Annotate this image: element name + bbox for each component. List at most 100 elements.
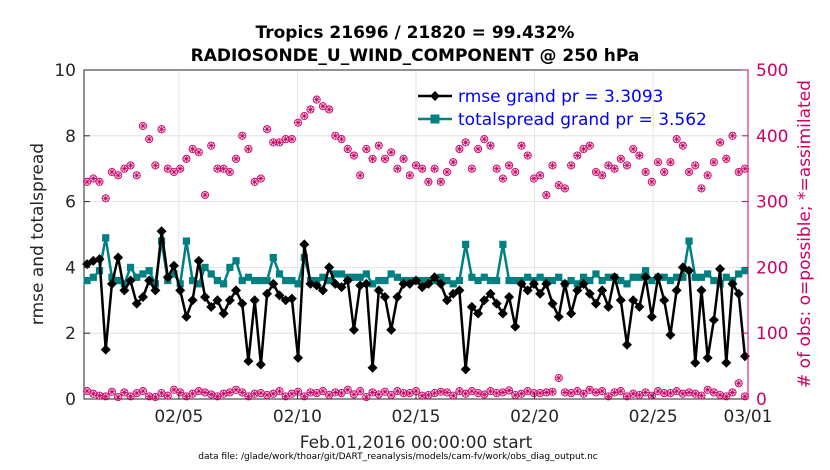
obs-possible-point <box>238 388 247 397</box>
obs-assimilated-point <box>493 165 500 172</box>
rmse-point <box>131 298 142 309</box>
rmse-point <box>733 288 744 299</box>
obs-assimilated-point <box>642 168 649 175</box>
obs-possible-point <box>126 392 135 401</box>
obs-assimilated-point <box>617 388 624 395</box>
obs-possible-point <box>194 387 203 396</box>
obs-possible-point <box>300 112 309 121</box>
obs-possible-point <box>393 164 402 173</box>
obs-possible-point <box>505 161 514 170</box>
obs-possible-point <box>107 167 116 177</box>
obs-possible-point <box>666 389 675 398</box>
obs-assimilated-point <box>96 178 103 185</box>
obs-assimilated-point <box>326 106 333 113</box>
rmse-point <box>224 295 235 306</box>
rmse-point <box>293 352 304 363</box>
obs-possible-point <box>548 161 557 170</box>
totalspread-point <box>691 273 699 281</box>
obs-possible-point <box>194 148 203 157</box>
totalspread-point <box>393 273 401 281</box>
obs-assimilated-point <box>288 136 295 143</box>
legend: rmse grand pr = 3.3093 totalspread grand… <box>418 87 707 130</box>
obs-possible-point <box>461 138 470 147</box>
obs-possible-point <box>387 148 396 157</box>
obs-possible-point <box>89 389 98 398</box>
obs-assimilated-point <box>369 389 376 396</box>
obs-assimilated-point <box>456 388 463 395</box>
obs-assimilated-point <box>357 388 364 395</box>
obs-assimilated-point <box>326 392 333 399</box>
obs-assimilated-point <box>84 388 91 395</box>
obs-assimilated-point <box>84 178 91 185</box>
obs-possible-point <box>734 167 743 177</box>
obs-possible-point <box>182 154 191 163</box>
obs-assimilated-point <box>431 390 438 397</box>
obs-assimilated-point <box>549 162 556 169</box>
left-y-tick-label: 6 <box>65 193 76 213</box>
obs-assimilated-point <box>214 393 221 400</box>
obs-assimilated-point <box>295 388 302 395</box>
totalspread-point <box>573 280 581 288</box>
totalspread-point <box>443 276 451 285</box>
obs-assimilated-point <box>537 390 544 397</box>
obs-possible-point <box>349 390 358 399</box>
obs-assimilated-point <box>195 388 202 395</box>
obs-possible-point <box>287 135 296 144</box>
obs-possible-point <box>672 135 681 144</box>
obs-possible-point <box>356 387 365 396</box>
rmse-point <box>597 285 608 296</box>
rmse-point <box>367 362 378 373</box>
obs-possible-point <box>95 177 104 186</box>
obs-assimilated-point <box>630 390 637 397</box>
obs-possible-point <box>579 144 588 154</box>
obs-assimilated-point <box>338 136 345 143</box>
obs-assimilated-point <box>158 390 165 397</box>
obs-assimilated-point <box>686 168 693 175</box>
obs-possible-point <box>598 171 607 180</box>
obs-possible-point <box>287 389 296 398</box>
rmse-point <box>609 272 620 283</box>
obs-possible-point <box>256 174 265 183</box>
obs-possible-point <box>343 144 352 154</box>
obs-assimilated-point <box>264 392 271 399</box>
rmse-point <box>429 272 440 283</box>
obs-possible-point <box>492 389 501 398</box>
totalspread-point <box>524 273 532 281</box>
obs-possible-point <box>548 387 557 396</box>
obs-possible-point <box>138 121 148 130</box>
obs-possible-point <box>442 167 452 177</box>
obs-assimilated-point <box>648 392 655 399</box>
totalspread-point <box>356 273 364 281</box>
obs-assimilated-point <box>146 136 153 143</box>
left-y-tick-label: 10 <box>54 61 76 81</box>
x-tick-label: 02/10 <box>273 407 322 427</box>
obs-assimilated-point <box>692 390 699 397</box>
obs-assimilated-point <box>723 393 730 400</box>
obs-possible-point <box>430 164 439 173</box>
totalspread-point <box>126 263 135 271</box>
obs-assimilated-point <box>413 388 419 395</box>
obs-possible-point <box>244 144 253 154</box>
totalspread-point <box>368 280 377 288</box>
obs-possible-point <box>424 391 433 400</box>
rmse-point <box>274 290 285 301</box>
totalspread-point <box>269 253 277 262</box>
obs-possible-point <box>312 95 321 104</box>
obs-assimilated-point <box>121 389 128 396</box>
obs-possible-point <box>728 388 737 397</box>
obs-assimilated-point <box>381 388 388 395</box>
rmse-point <box>113 252 124 263</box>
legend-rmse-marker <box>430 91 440 101</box>
rmse-point <box>715 264 726 275</box>
totalspread-point <box>480 273 488 281</box>
obs-possible-point <box>691 389 700 398</box>
obs-assimilated-point <box>518 390 525 397</box>
obs-assimilated-point <box>363 394 370 401</box>
rmse-point <box>491 298 502 309</box>
obs-assimilated-point <box>139 122 146 129</box>
obs-possible-point <box>101 194 110 203</box>
obs-assimilated-point <box>450 392 457 399</box>
obs-possible-point <box>529 174 538 183</box>
totalspread-point <box>182 237 190 245</box>
totalspread-point <box>244 273 253 281</box>
